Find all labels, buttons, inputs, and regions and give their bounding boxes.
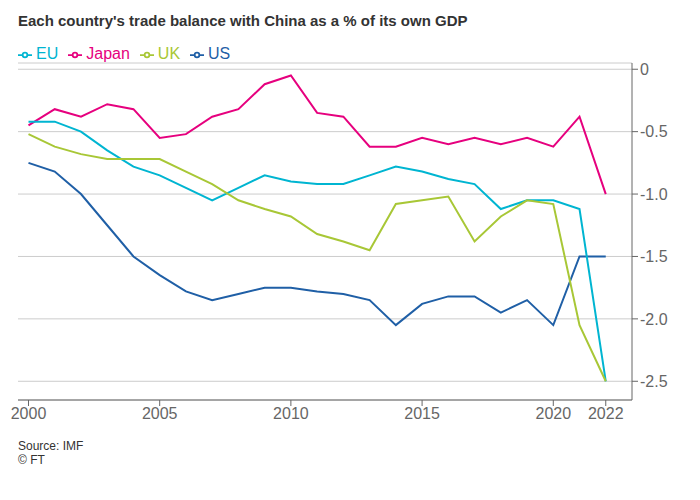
svg-text:0: 0	[640, 61, 649, 78]
svg-text:-0.5: -0.5	[640, 123, 668, 140]
svg-text:-2.0: -2.0	[640, 311, 668, 328]
svg-text:2010: 2010	[273, 405, 309, 422]
svg-text:2020: 2020	[535, 405, 571, 422]
svg-text:-1.0: -1.0	[640, 186, 668, 203]
html-text:Japan: Japan	[86, 45, 130, 62]
svg-text:-2.5: -2.5	[640, 373, 668, 390]
svg-text:2005: 2005	[142, 405, 178, 422]
svg-text:2015: 2015	[404, 405, 440, 422]
html-text:Each country's trade balance w: Each country's trade balance with China …	[18, 12, 468, 29]
svg-text:-1.5: -1.5	[640, 248, 668, 265]
html-text:EU: EU	[36, 45, 59, 62]
html-text:© FT: © FT	[18, 453, 45, 467]
html-text:Source: IMF: Source: IMF	[18, 439, 84, 453]
html-text:US: US	[208, 45, 231, 62]
html-text:UK: UK	[157, 45, 181, 62]
svg-text:2000: 2000	[11, 405, 47, 422]
svg-text:2022: 2022	[588, 405, 624, 422]
